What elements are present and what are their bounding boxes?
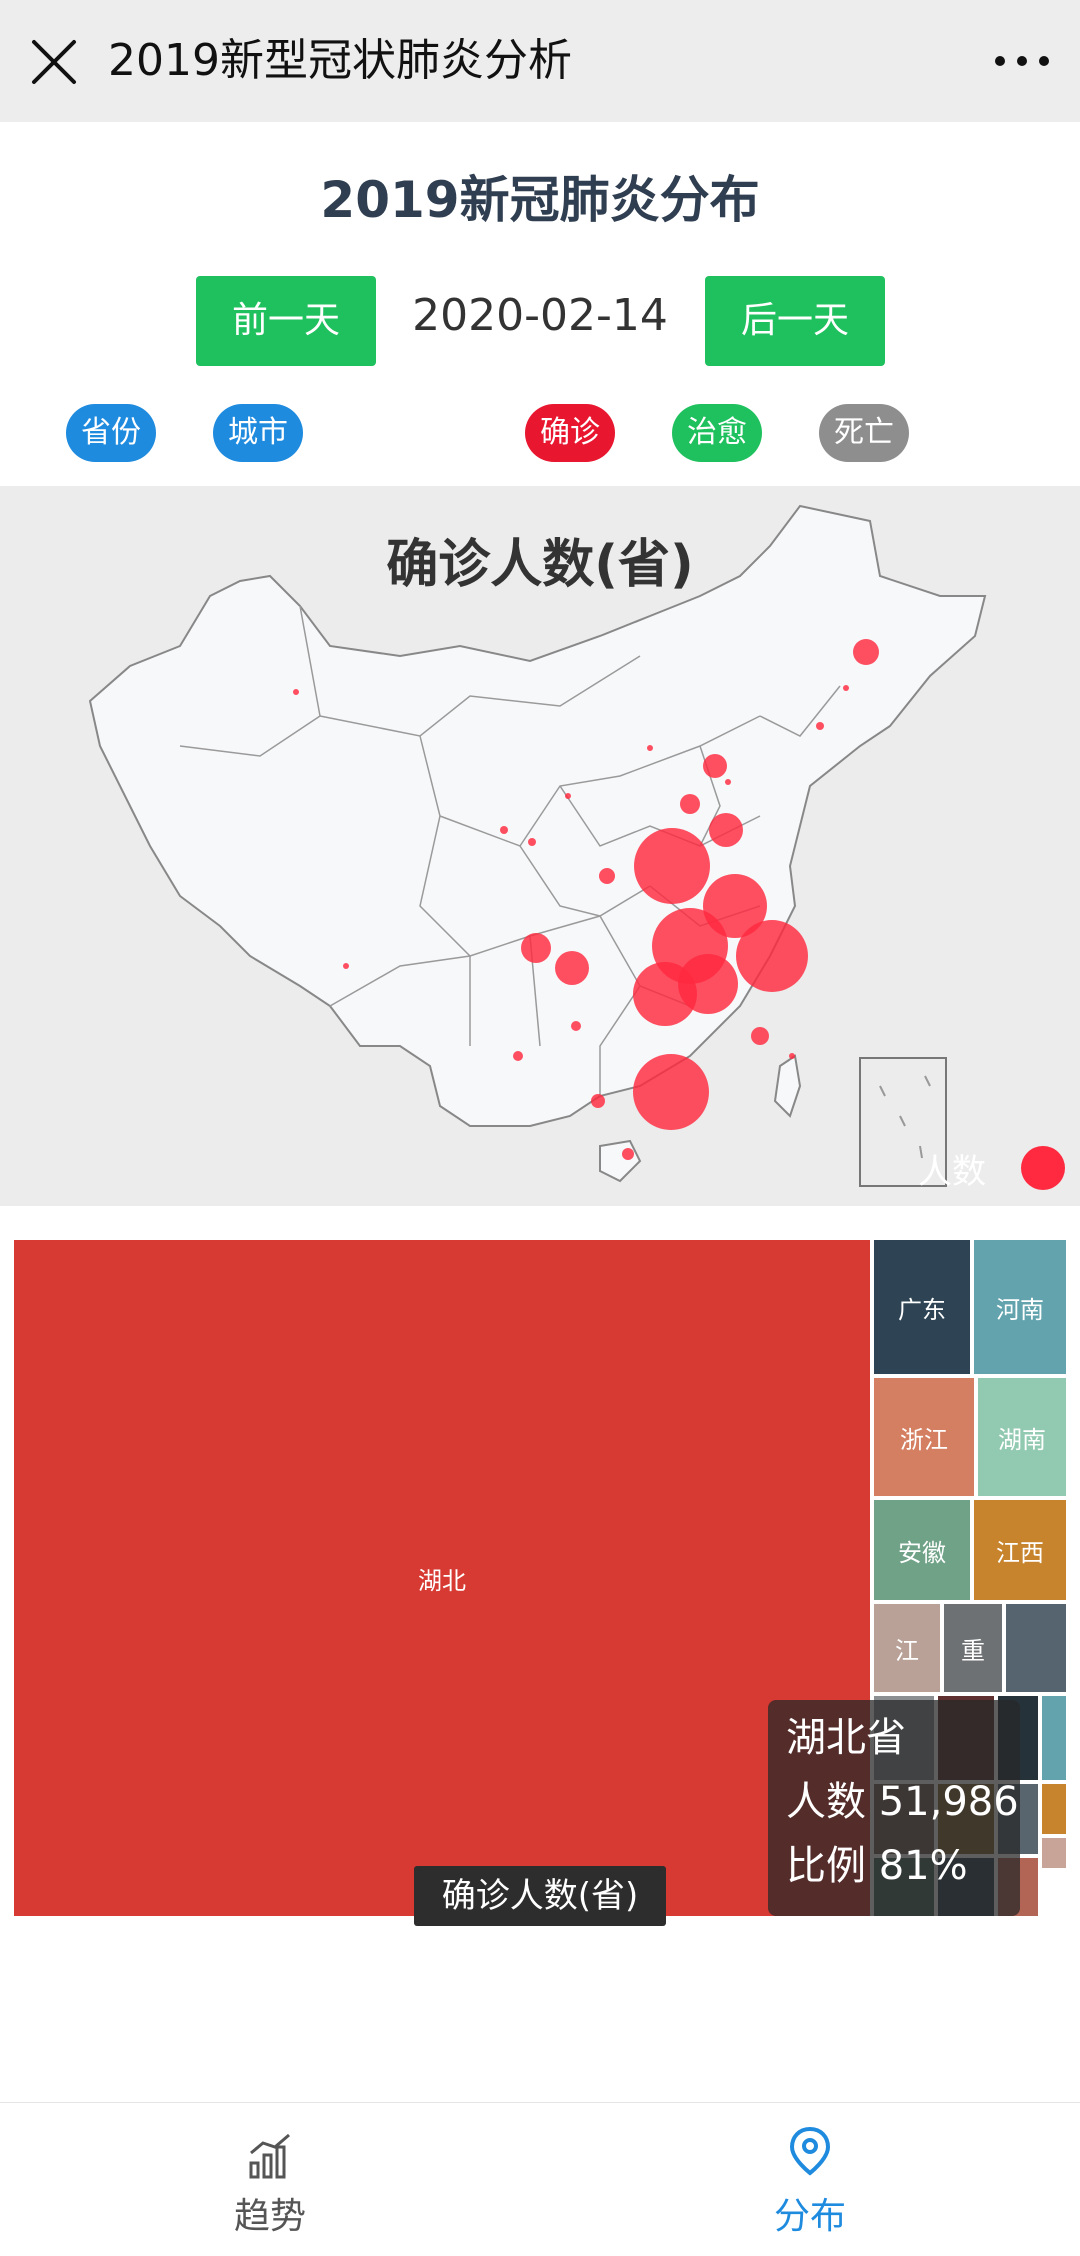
treemap-cell-chongqing[interactable]: 重 (944, 1604, 1002, 1692)
south-china-sea-inset (859, 1057, 947, 1187)
tooltip-ratio-label: 比例 (786, 1843, 866, 1889)
next-day-button[interactable]: 后一天 (705, 276, 885, 366)
treemap-label: 江 (895, 1636, 919, 1665)
tab-distribution-label: 分布 (773, 2196, 846, 2237)
treemap-label: 浙江 (900, 1425, 948, 1454)
treemap-label: 重 (961, 1636, 985, 1665)
china-outline (88, 504, 987, 1127)
treemap-cell-jiangxi[interactable]: 江西 (974, 1500, 1066, 1600)
province-treemap[interactable]: 湖北 广东 河南 浙江 湖南 安徽 江西 江 重 (14, 1240, 1066, 1916)
scope-province-pill[interactable]: 省份 (66, 404, 156, 462)
current-date: 2020-02-14 (412, 290, 668, 341)
legend-label: 人数 (918, 1152, 986, 1192)
scope-city-pill[interactable]: 城市 (213, 404, 303, 462)
tab-distribution[interactable]: 分布 (540, 2103, 1080, 2256)
location-pin-icon (789, 2126, 831, 2176)
treemap-tooltip: 湖北省 人数 51,986 比例 81% (768, 1700, 1020, 1916)
tooltip-ratio: 比例 81% (786, 1838, 968, 1894)
page-title: 2019新冠肺炎分布 (320, 171, 760, 229)
legend-bubble (1021, 1146, 1065, 1190)
map-title: 确诊人数(省) (386, 535, 694, 595)
china-map[interactable] (0, 486, 1080, 1206)
metric-recovered-pill[interactable]: 治愈 (672, 404, 762, 462)
trend-chart-icon (249, 2133, 290, 2179)
tab-trend-label: 趋势 (233, 2196, 306, 2237)
taiwan-island (773, 1054, 802, 1118)
tooltip-count: 人数 51,986 (786, 1774, 1019, 1830)
treemap-cell-small[interactable] (1042, 1838, 1066, 1868)
treemap-label: 湖南 (998, 1425, 1046, 1454)
metric-death-pill[interactable]: 死亡 (819, 404, 909, 462)
china-map-panel[interactable] (0, 486, 1080, 1206)
treemap-cell-henan[interactable]: 河南 (974, 1240, 1066, 1374)
metric-confirmed-pill[interactable]: 确诊 (525, 404, 615, 462)
treemap-cell-small[interactable] (1042, 1784, 1066, 1834)
more-icon[interactable] (992, 50, 1052, 72)
treemap-cell-jiangsu[interactable]: 江 (874, 1604, 940, 1692)
treemap-label: 江西 (996, 1538, 1044, 1567)
treemap-cell-hunan[interactable]: 湖南 (978, 1378, 1066, 1496)
hainan-island (599, 1139, 642, 1183)
treemap-label: 广东 (898, 1295, 946, 1324)
treemap-cell-hubei[interactable]: 湖北 (14, 1240, 870, 1916)
tooltip-ratio-value: 81% (878, 1843, 968, 1889)
bottom-tab-bar: 趋势 分布 (0, 2102, 1080, 2256)
treemap-cell-other[interactable] (1006, 1604, 1066, 1692)
treemap-label: 河南 (996, 1295, 1044, 1324)
top-nav-bar: 2019新型冠状肺炎分析 (0, 0, 1080, 122)
close-icon[interactable] (28, 36, 80, 88)
tooltip-name: 湖北省 (786, 1715, 906, 1761)
tab-trend[interactable]: 趋势 (0, 2103, 540, 2256)
tooltip-count-value: 51,986 (878, 1779, 1019, 1825)
treemap-cell-anhui[interactable]: 安徽 (874, 1500, 970, 1600)
treemap-cell-guangdong[interactable]: 广东 (874, 1240, 970, 1374)
nav-title: 2019新型冠状肺炎分析 (108, 35, 572, 86)
tooltip-count-label: 人数 (786, 1779, 866, 1825)
treemap-cell-zhejiang[interactable]: 浙江 (874, 1378, 974, 1496)
treemap-label: 湖北 (418, 1566, 466, 1595)
treemap-caption: 确诊人数(省) (414, 1866, 666, 1926)
treemap-cell-small[interactable] (1042, 1696, 1066, 1780)
prev-day-button[interactable]: 前一天 (196, 276, 376, 366)
treemap-label: 安徽 (898, 1538, 946, 1567)
